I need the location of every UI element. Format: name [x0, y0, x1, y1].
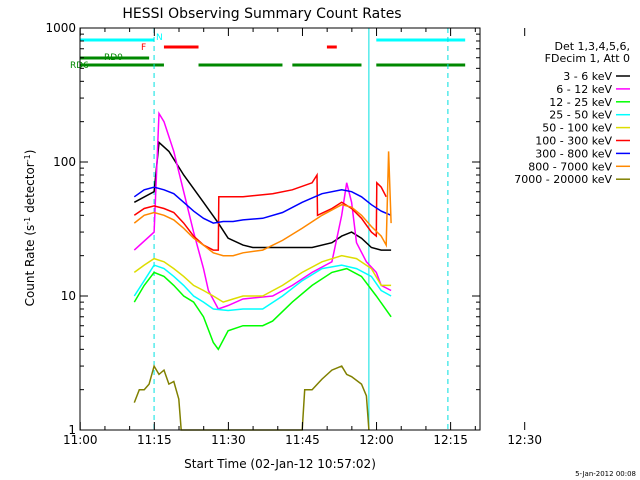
plot-frame — [79, 27, 481, 431]
marker-lines — [79, 28, 449, 430]
y-axis-label: Count Rate (s-1 detector-1) — [23, 150, 38, 307]
x-tick-label-6: 12:30 — [507, 433, 542, 447]
legend: Det 1,3,4,5,6,FDecim 1, Att 0 3 - 6 keV6 … — [514, 40, 630, 186]
legend-label-8: 7000 - 20000 keV — [514, 173, 612, 186]
legend-label-4: 50 - 100 keV — [542, 122, 612, 135]
series-line-6 — [133, 186, 392, 224]
series-line-0 — [133, 140, 392, 251]
x-tick-label-5: 12:15 — [433, 433, 468, 447]
y-tick-label-3: 1000 — [45, 21, 76, 35]
series-line-1 — [133, 110, 392, 310]
series-line-8 — [133, 364, 370, 431]
series-line-5 — [133, 172, 387, 251]
series-line-4 — [133, 254, 392, 303]
x-tick-label-0: 11:00 — [63, 433, 98, 447]
legend-label-0: 3 - 6 keV — [563, 70, 612, 83]
legend-label-7: 800 - 7000 keV — [528, 160, 612, 173]
legend-label-1: 6 - 12 keV — [556, 83, 612, 96]
footer-timestamp: 5-Jan-2012 00:08 — [575, 470, 636, 478]
legend-header-0: Det 1,3,4,5,6, — [554, 40, 630, 53]
flag-label-f: F — [141, 43, 146, 53]
series-lines — [133, 110, 392, 431]
legend-label-6: 300 - 800 keV — [535, 147, 612, 160]
y-tick-label-0: 1 — [68, 423, 76, 437]
x-tick-label-3: 11:45 — [285, 433, 320, 447]
x-tick-label-2: 11:30 — [211, 433, 246, 447]
series-line-2 — [133, 267, 392, 351]
series-line-3 — [133, 264, 392, 312]
x-tick-label-1: 11:15 — [137, 433, 172, 447]
legend-header-1: FDecim 1, Att 0 — [545, 52, 630, 65]
legend-label-3: 25 - 50 keV — [549, 109, 612, 122]
y-tick-label-1: 10 — [61, 289, 76, 303]
x-axis-label: Start Time (02-Jan-12 10:57:02) — [184, 457, 376, 471]
axes: 11:00 11:15 11:30 11:45 12:00 12:15 12:30 1 10 10… — [45, 21, 542, 447]
x-tick-label-4: 12:00 — [359, 433, 394, 447]
flag-label-rd0: RD0 — [104, 53, 123, 63]
chart-title: HESSI Observing Summary Count Rates — [122, 6, 401, 22]
legend-label-2: 12 - 25 keV — [549, 96, 612, 109]
legend-label-5: 100 - 300 keV — [535, 135, 612, 148]
y-tick-label-2: 100 — [53, 155, 76, 169]
flag-label-n: N — [156, 33, 163, 43]
series-line-7 — [133, 151, 392, 257]
